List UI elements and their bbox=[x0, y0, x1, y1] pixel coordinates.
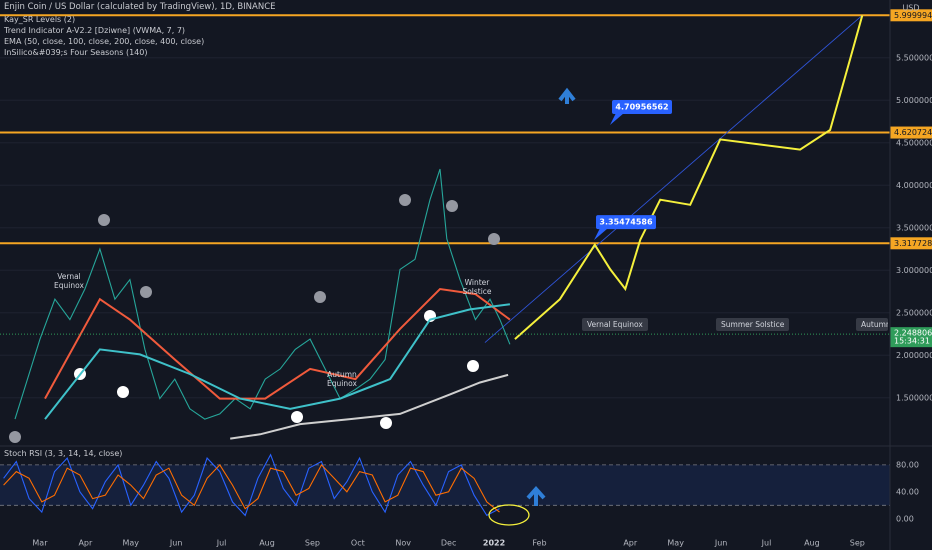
x-tick-label: Jul bbox=[216, 539, 227, 548]
stoch-pane: 80.00 40.00 0.00 bbox=[0, 453, 919, 523]
season-marker bbox=[446, 200, 458, 212]
season-marker bbox=[467, 360, 479, 372]
season-label: Winter Solstice bbox=[462, 278, 492, 296]
indicator: InSilico&#039;s Four Seasons (140) bbox=[4, 48, 148, 57]
x-tick-label: Apr bbox=[623, 539, 638, 548]
x-tick-label: Jun bbox=[169, 539, 183, 548]
series-line bbox=[230, 373, 509, 440]
callout-pointer bbox=[610, 112, 624, 125]
callout-label: 3.35474586 bbox=[599, 218, 653, 227]
level-label: 4.62072498 bbox=[894, 128, 932, 137]
series-line bbox=[44, 303, 511, 420]
season-marker bbox=[140, 286, 152, 298]
season-tag: Autumn E bbox=[856, 318, 888, 331]
series-line bbox=[14, 168, 511, 420]
x-tick-label: Sep bbox=[305, 539, 320, 548]
level-label: 5.99999420 bbox=[894, 11, 932, 20]
indicator: EMA (50, close, 100, close, 200, close, … bbox=[4, 37, 205, 46]
up-arrow bbox=[526, 485, 546, 506]
callout-label: 4.70956562 bbox=[615, 102, 668, 111]
season-label: Autumn Equinox bbox=[327, 370, 357, 388]
chart-title: Enjin Coin / US Dollar (calculated by Tr… bbox=[4, 2, 276, 12]
season-marker bbox=[399, 194, 411, 206]
last-price-tag bbox=[890, 327, 932, 348]
x-tick-label: May bbox=[667, 539, 684, 548]
y-tick-label: 80.00 bbox=[896, 460, 919, 469]
y-tick-label: 5.50000000 bbox=[896, 53, 932, 62]
x-tick-label: May bbox=[123, 539, 140, 548]
level-label: 3.31772893 bbox=[894, 239, 932, 248]
y-tick-label: 4.50000000 bbox=[896, 138, 932, 147]
x-tick-label: Nov bbox=[395, 539, 411, 548]
x-tick-label: Sep bbox=[850, 539, 865, 548]
callout-pointer bbox=[594, 228, 608, 241]
y-tick-label: 2.50000000 bbox=[896, 308, 932, 317]
currency: USD bbox=[902, 4, 919, 13]
series-line bbox=[3, 463, 500, 513]
x-tick-label: Jun bbox=[714, 539, 728, 548]
x-tick-label: Mar bbox=[32, 539, 48, 548]
season-tag: Summer Solstice bbox=[716, 318, 790, 331]
y-tick-label: 3.00000000 bbox=[896, 266, 932, 275]
y-tick-label: 0.00 bbox=[896, 514, 914, 523]
season-marker bbox=[98, 214, 110, 226]
stoch-title: Stoch RSI (3, 3, 14, 14, close) bbox=[4, 449, 123, 458]
season-marker bbox=[117, 386, 129, 398]
y-tick-label: 2.00000000 bbox=[896, 351, 932, 360]
countdown: 15:34:31 bbox=[894, 337, 930, 346]
y-tick-label: 4.00000000 bbox=[896, 181, 932, 190]
series-line bbox=[514, 15, 864, 340]
main-pane: 1.50000000 2.00000000 2.50000000 3.00000000… bbox=[0, 9, 932, 443]
season-marker bbox=[314, 291, 326, 303]
indicator: Trend Indicator A-V2.2 [Dziwne] (VWMA, 7… bbox=[4, 26, 186, 35]
season-marker bbox=[291, 411, 303, 423]
x-tick-label: Apr bbox=[78, 539, 93, 548]
y-tick-label: 40.00 bbox=[896, 487, 919, 496]
x-tick-label: Aug bbox=[804, 539, 820, 548]
season-marker bbox=[9, 431, 21, 443]
trend-line bbox=[484, 14, 863, 343]
level-tag bbox=[890, 237, 932, 250]
season-marker bbox=[488, 233, 500, 245]
up-arrow bbox=[558, 87, 576, 104]
highlight-ellipse bbox=[488, 504, 530, 526]
x-tick-label: Feb bbox=[532, 539, 546, 548]
x-tick-label: 2022 bbox=[483, 539, 505, 548]
series-line bbox=[44, 287, 511, 400]
x-tick-label: Aug bbox=[259, 539, 275, 548]
y-tick-label: 3.50000000 bbox=[896, 223, 932, 232]
stoch-band bbox=[0, 464, 890, 506]
y-tick-label: 1.50000000 bbox=[896, 393, 932, 402]
level-tag bbox=[890, 9, 932, 22]
last-price-label: 2.24880659 bbox=[894, 329, 932, 338]
series-line bbox=[3, 453, 500, 517]
indicator: Kay_SR Levels (2) bbox=[4, 15, 76, 24]
callout-box bbox=[596, 215, 656, 230]
season-marker bbox=[380, 417, 392, 429]
x-tick-label: Dec bbox=[441, 539, 456, 548]
level-tag bbox=[890, 126, 932, 139]
season-tag: Vernal Equinox bbox=[582, 318, 648, 331]
x-tick-label: Jul bbox=[761, 539, 772, 548]
season-label: Vernal Equinox bbox=[54, 272, 84, 290]
x-tick-label: Oct bbox=[351, 539, 365, 548]
callout-box bbox=[612, 99, 672, 114]
y-tick-label: 5.00000000 bbox=[896, 96, 932, 105]
